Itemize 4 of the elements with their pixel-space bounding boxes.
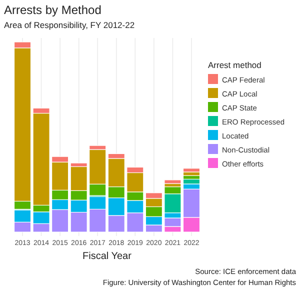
- chart-title: Arrests by Method: [4, 3, 102, 17]
- x-axis-title: Fiscal Year: [82, 251, 132, 262]
- chart-subtitle: Area of Responsibility, FY 2012-22: [4, 20, 135, 30]
- legend-title: Arrest method: [208, 60, 262, 70]
